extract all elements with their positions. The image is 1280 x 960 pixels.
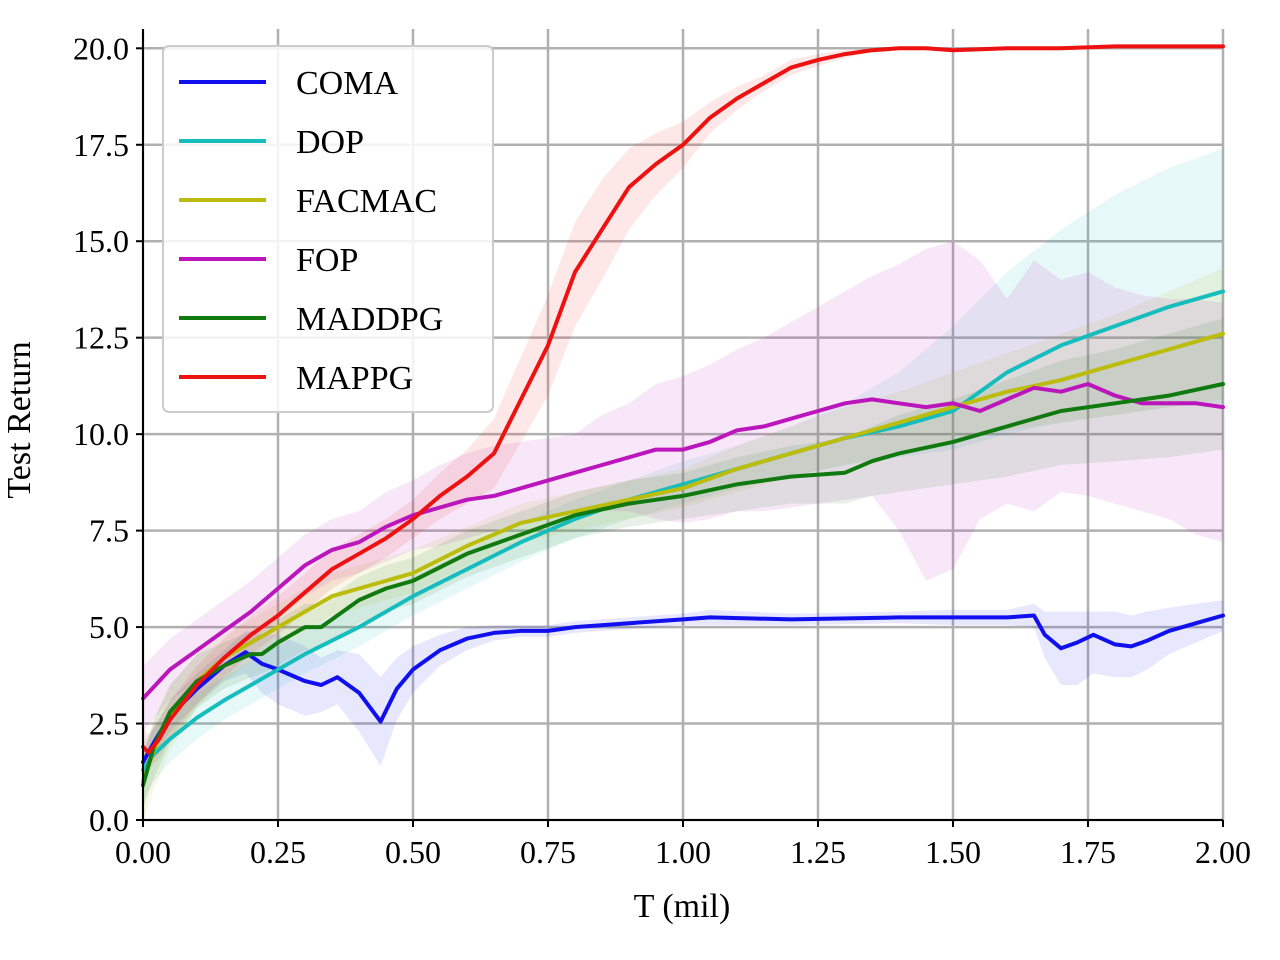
legend-label-facmac: FACMAC bbox=[296, 183, 437, 220]
legend-label-fop: FOP bbox=[296, 242, 358, 279]
y-tick-label: 17.5 bbox=[73, 127, 129, 163]
y-tick-label: 20.0 bbox=[73, 30, 129, 66]
legend-label-mappg: MAPPG bbox=[296, 360, 413, 397]
y-tick-label: 15.0 bbox=[73, 223, 129, 259]
series-line-dop bbox=[141, 289, 1225, 772]
y-tick-label: 5.0 bbox=[89, 609, 129, 645]
legend-label-maddpg: MADDPG bbox=[296, 301, 443, 338]
x-tick-label: 0.00 bbox=[115, 834, 171, 870]
series-line-mappg bbox=[141, 44, 1225, 755]
y-axis-label: Test Return bbox=[1, 341, 38, 498]
x-tick-label: 1.25 bbox=[790, 834, 846, 870]
x-axis-label: T (mil) bbox=[634, 888, 731, 925]
x-tick-label: 0.25 bbox=[250, 834, 306, 870]
x-tick-label: 1.50 bbox=[925, 834, 981, 870]
x-tick-label: 1.00 bbox=[655, 834, 711, 870]
axes bbox=[136, 29, 1224, 827]
legend-label-coma: COMA bbox=[296, 65, 398, 102]
series-line-fop bbox=[141, 382, 1225, 701]
y-tick-label: 2.5 bbox=[89, 706, 129, 742]
band-dop bbox=[143, 148, 1223, 801]
legend: COMA DOP FACMAC FOP MADDPG MAPPG bbox=[162, 45, 494, 413]
y-tick-label: 10.0 bbox=[73, 416, 129, 452]
y-tick-label: 0.0 bbox=[89, 802, 129, 838]
y-tick-label: 7.5 bbox=[89, 513, 129, 549]
x-tick-label: 1.75 bbox=[1060, 834, 1116, 870]
series-lines bbox=[141, 44, 1225, 788]
legend-frame bbox=[162, 45, 494, 413]
series-line-coma bbox=[141, 613, 1225, 765]
x-tick-label: 2.00 bbox=[1195, 834, 1251, 870]
tick-labels: 0.00 0.25 0.50 0.75 1.00 1.25 1.50 1.75 2.00 0.0 2… bbox=[73, 30, 1251, 870]
x-tick-label: 0.75 bbox=[520, 834, 576, 870]
legend-label-dop: DOP bbox=[296, 124, 364, 161]
band-coma bbox=[143, 600, 1223, 774]
y-tick-label: 12.5 bbox=[73, 320, 129, 356]
x-tick-label: 0.50 bbox=[385, 834, 441, 870]
series-line-maddpg bbox=[141, 382, 1225, 788]
